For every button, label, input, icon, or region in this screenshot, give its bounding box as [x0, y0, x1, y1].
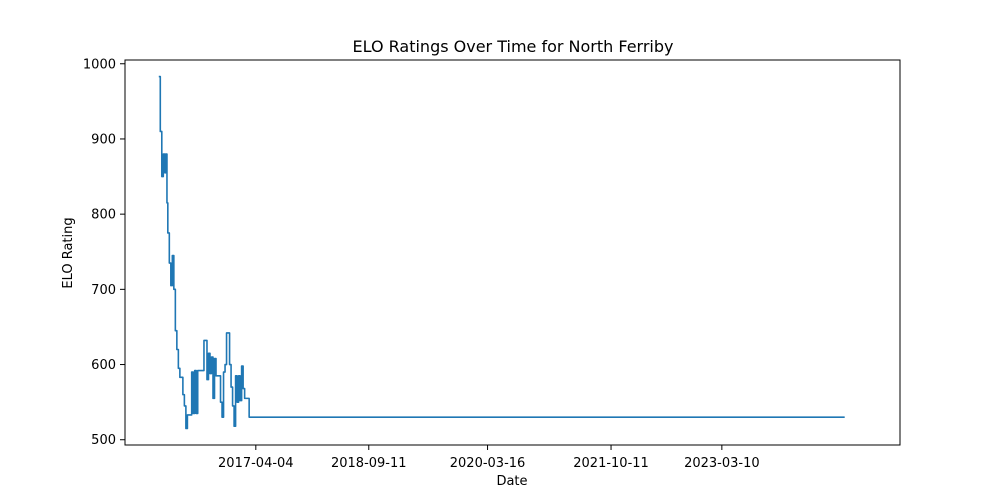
x-tick-label: 2021-10-11: [573, 456, 649, 471]
x-tick-label: 2018-09-11: [331, 456, 407, 471]
y-tick-label: 900: [91, 132, 116, 147]
plot-area: [124, 59, 901, 446]
x-axis-label: Date: [496, 474, 527, 489]
y-tick-label: 700: [91, 283, 116, 298]
series-layer: [158, 75, 845, 430]
y-axis-label: ELO Rating: [61, 217, 76, 288]
y-tick-label: 600: [91, 358, 116, 373]
chart-title: ELO Ratings Over Time for North Ferriby: [353, 37, 674, 56]
y-tick-label: 500: [91, 433, 116, 448]
elo-rating-line: [158, 75, 845, 430]
x-tick-label: 2023-03-10: [684, 456, 760, 471]
y-tick-label: 800: [91, 208, 116, 223]
y-tick-label: 1000: [83, 57, 116, 72]
x-tick-label: 2020-03-16: [450, 456, 526, 471]
x-axis: 2017-04-04 2018-09-11 2020-03-16 2021-10-11…: [218, 445, 760, 471]
y-axis: 500 600 700 800 900 1000: [83, 57, 125, 448]
x-tick-label: 2017-04-04: [218, 456, 294, 471]
